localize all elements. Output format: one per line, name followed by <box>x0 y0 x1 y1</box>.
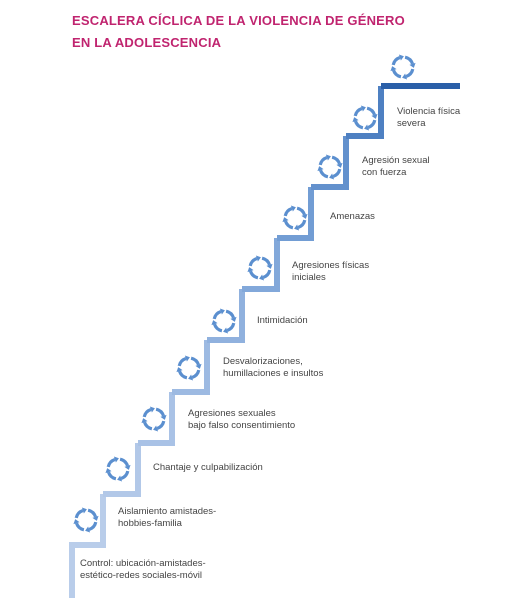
stair-step <box>103 443 141 497</box>
step-label-line: Control: ubicación-amistades- <box>80 558 206 569</box>
step-label: Desvalorizaciones, humillaciones e insult… <box>223 356 324 379</box>
cycle-arrows-icon <box>247 255 273 281</box>
title-line-2: EN LA ADOLESCENCIA <box>72 35 222 50</box>
step-label-line: Agresiones sexuales <box>188 408 276 419</box>
cycle-arrows-icon <box>211 308 237 334</box>
cycle-arrows-icon <box>73 507 99 533</box>
step-label: Control: ubicación-amistades-estético-re… <box>80 558 206 581</box>
step-label-line: iniciales <box>292 272 326 283</box>
staircase-steps <box>69 83 460 598</box>
step-label-line: Amenazas <box>330 211 375 222</box>
step-label-line: bajo falso consentimiento <box>188 420 295 431</box>
step-label-line: Aislamiento amistades- <box>118 506 216 517</box>
step-label-line: estético-redes sociales-móvil <box>80 570 202 581</box>
cycle-arrows-icon <box>141 406 167 432</box>
step-label-line: Agresión sexual <box>362 155 430 166</box>
step-label-line: Intimidación <box>257 315 308 326</box>
stair-step <box>207 289 245 343</box>
stair-step <box>69 494 106 598</box>
cycle-arrows-icon <box>390 54 416 80</box>
stair-step <box>172 340 210 395</box>
step-label-line: humillaciones e insultos <box>223 368 324 379</box>
cycle-arrows-icon <box>317 154 343 180</box>
step-label: Aislamiento amistades-hobbies-familia <box>118 506 216 529</box>
step-label-line: Desvalorizaciones, <box>223 356 303 367</box>
cycle-arrows-icon <box>352 105 378 131</box>
step-label-line: hobbies-familia <box>118 518 183 529</box>
step-label: Violencia física severa <box>397 106 461 129</box>
title-line-1: ESCALERA CÍCLICA DE LA VIOLENCIA DE GÉNE… <box>72 13 405 28</box>
stair-step <box>346 86 384 139</box>
step-label-line: severa <box>397 118 426 129</box>
step-label: Amenazas <box>330 211 375 222</box>
stair-step <box>242 238 280 292</box>
diagram-title: ESCALERA CÍCLICA DE LA VIOLENCIA DE GÉNE… <box>72 10 492 54</box>
step-label-line: con fuerza <box>362 167 407 178</box>
step-label: Intimidación <box>257 315 308 326</box>
cycle-arrows-icon <box>105 456 131 482</box>
step-label: Agresiones físicas iniciales <box>292 260 369 283</box>
cycle-arrows-icon <box>176 355 202 381</box>
step-label: Chantaje y culpabilización <box>153 462 263 473</box>
stair-step <box>311 136 349 190</box>
step-label: Agresiones sexuales bajo falso consentimi… <box>188 408 295 431</box>
stair-step <box>277 187 314 241</box>
stair-step <box>138 392 175 446</box>
step-label-line: Chantaje y culpabilización <box>153 462 263 473</box>
step-label-line: Violencia física <box>397 106 461 117</box>
step-label: Agresión sexual con fuerza <box>362 155 430 178</box>
cycle-arrows-icon <box>282 205 308 231</box>
step-label-line: Agresiones físicas <box>292 260 369 271</box>
